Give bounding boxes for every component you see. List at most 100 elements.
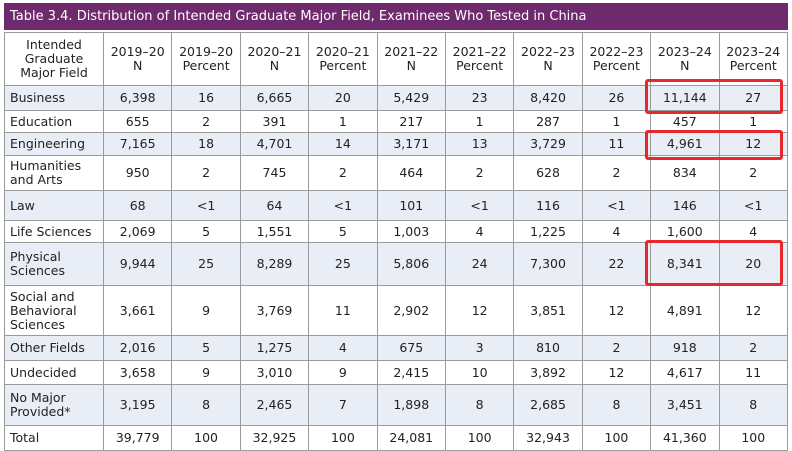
cell: 100 — [308, 425, 378, 451]
cell: 2,415 — [376, 360, 446, 385]
cell: 7,300 — [513, 242, 583, 286]
cell: 217 — [376, 110, 446, 133]
row-label: Social and Behavioral Sciences — [4, 285, 104, 336]
cell: 100 — [718, 425, 789, 451]
header-cell: 2020–21 Percent — [308, 32, 378, 86]
cell: 1,275 — [239, 335, 310, 361]
cell: 3,195 — [102, 384, 173, 426]
cell: 1,600 — [650, 220, 720, 243]
cell: 13 — [444, 132, 515, 156]
cell: 2 — [581, 335, 652, 361]
cell: 1,898 — [376, 384, 446, 426]
row-label: Physical Sciences — [4, 242, 104, 286]
cell: 9 — [171, 285, 241, 336]
cell: 2,069 — [102, 220, 173, 243]
cell: 4 — [308, 335, 378, 361]
cell: 1 — [308, 110, 378, 133]
cell: 7 — [308, 384, 378, 426]
cell: 4,701 — [239, 132, 310, 156]
header-cell: 2023–24 Percent — [718, 32, 789, 86]
cell: 2 — [581, 155, 652, 191]
cell: 3,451 — [650, 384, 720, 426]
cell: 4,891 — [650, 285, 720, 336]
cell: 8 — [171, 384, 241, 426]
highlight-box — [645, 79, 783, 114]
cell: 12 — [718, 285, 789, 336]
cell: 3 — [444, 335, 515, 361]
highlight-box — [645, 240, 783, 286]
header-cell: 2019–20 N — [102, 32, 173, 86]
cell: 116 — [513, 190, 583, 221]
cell: 100 — [444, 425, 515, 451]
cell: 5 — [308, 220, 378, 243]
cell: 8,420 — [513, 85, 583, 111]
table-row: Education 655 2 391 1 217 1 287 1 457 1 — [4, 110, 789, 133]
cell: 1,003 — [376, 220, 446, 243]
cell: 27 — [718, 85, 789, 111]
table-row: Undecided 3,658 9 3,010 9 2,415 10 3,892 12 4,617… — [4, 360, 789, 385]
cell: 4 — [444, 220, 515, 243]
cell: 4,617 — [650, 360, 720, 385]
cell: 11 — [718, 360, 789, 385]
cell: 950 — [102, 155, 173, 191]
cell: 64 — [239, 190, 310, 221]
cell: 7,165 — [102, 132, 173, 156]
cell: <1 — [308, 190, 378, 221]
header-row: Intended Graduate Major Field 2019–20 N 20… — [4, 32, 789, 86]
table-row: Physical Sciences 9,944 25 8,289 25 5,806 24 7,… — [4, 242, 789, 286]
cell: 11 — [581, 132, 652, 156]
row-label: Business — [4, 85, 104, 111]
cell: 628 — [513, 155, 583, 191]
cell: 12 — [581, 285, 652, 336]
cell: 8 — [581, 384, 652, 426]
cell: 12 — [581, 360, 652, 385]
row-label: Law — [4, 190, 104, 221]
cell: 9 — [308, 360, 378, 385]
cell: 2,685 — [513, 384, 583, 426]
row-label: Other Fields — [4, 335, 104, 361]
cell: 68 — [102, 190, 173, 221]
cell: 745 — [239, 155, 310, 191]
cell: 25 — [308, 242, 378, 286]
cell: 22 — [581, 242, 652, 286]
table-row: Business 6,398 16 6,665 20 5,429 23 8,420 26 11,1… — [4, 85, 789, 111]
cell: 2,902 — [376, 285, 446, 336]
row-label: Total — [4, 425, 104, 451]
cell: 6,665 — [239, 85, 310, 111]
cell: 100 — [581, 425, 652, 451]
table-row: Life Sciences 2,069 5 1,551 5 1,003 4 1,225 4 1,6… — [4, 220, 789, 243]
cell: 9,944 — [102, 242, 173, 286]
cell: 23 — [444, 85, 515, 111]
table-row: Social and Behavioral Sciences 3,661 9 3,76… — [4, 285, 789, 336]
cell: 4 — [581, 220, 652, 243]
cell: 3,010 — [239, 360, 310, 385]
row-label: No Major Provided* — [4, 384, 104, 426]
data-table: Intended Graduate Major Field 2019–20 N 20… — [4, 32, 789, 451]
cell: 24 — [444, 242, 515, 286]
header-cell: 2021–22 Percent — [444, 32, 515, 86]
row-label: Education — [4, 110, 104, 133]
cell: 3,171 — [376, 132, 446, 156]
cell: 2,465 — [239, 384, 310, 426]
row-label: Life Sciences — [4, 220, 104, 243]
cell: 2 — [718, 155, 789, 191]
cell: 100 — [171, 425, 241, 451]
row-label: Undecided — [4, 360, 104, 385]
cell: 1,225 — [513, 220, 583, 243]
header-cell: 2021–22 N — [376, 32, 446, 86]
cell: 3,658 — [102, 360, 173, 385]
cell: 24,081 — [376, 425, 446, 451]
row-label: Engineering — [4, 132, 104, 156]
cell: 39,779 — [102, 425, 173, 451]
cell: 8 — [718, 384, 789, 426]
table-row: Total 39,779 100 32,925 100 24,081 100 32,943 10… — [4, 425, 789, 451]
cell: 2 — [444, 155, 515, 191]
table-row: Humanities and Arts 950 2 745 2 464 2 628 2 834 2 — [4, 155, 789, 191]
table-row: Law 68 <1 64 <1 101 <1 116 <1 146 <1 — [4, 190, 789, 221]
cell: <1 — [171, 190, 241, 221]
cell: 3,661 — [102, 285, 173, 336]
cell: 3,729 — [513, 132, 583, 156]
cell: 10 — [444, 360, 515, 385]
header-cell: 2022–23 Percent — [581, 32, 652, 86]
cell: 25 — [171, 242, 241, 286]
